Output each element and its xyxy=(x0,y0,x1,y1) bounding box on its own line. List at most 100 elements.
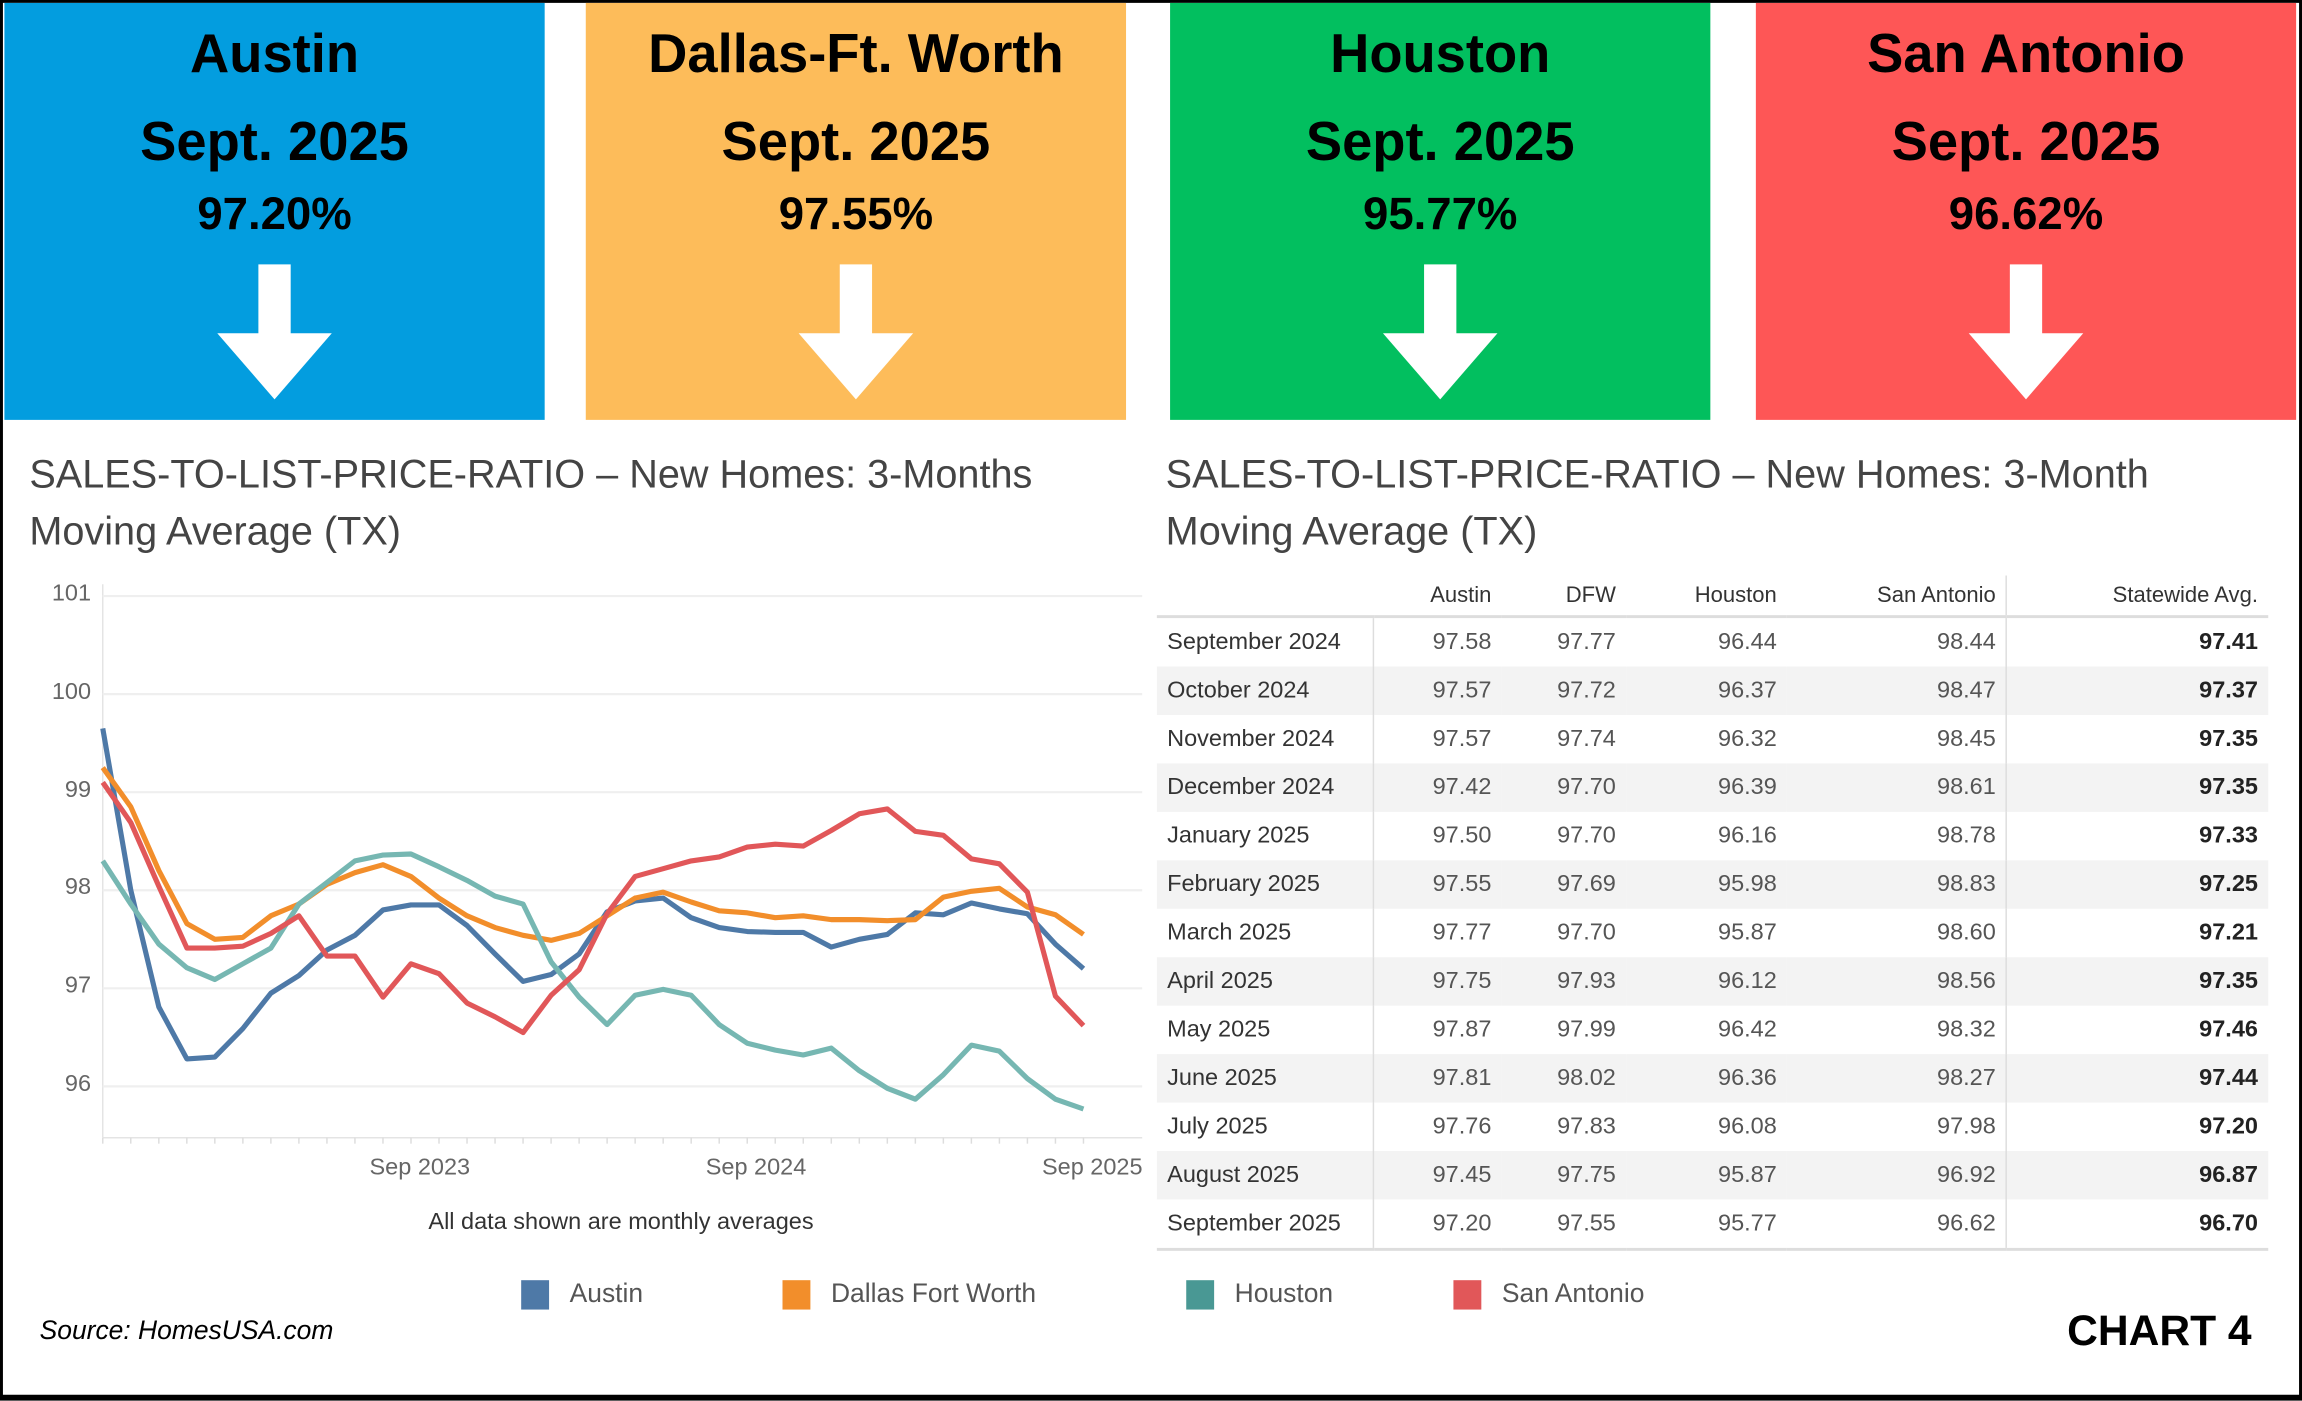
card-value: 96.62% xyxy=(1948,187,2104,240)
card-date: Sept. 2025 xyxy=(140,111,409,172)
table-row: June 2025 97.81 98.02 96.36 98.27 97.44 xyxy=(1156,1054,2269,1103)
table-cell: 96.36 xyxy=(1626,1054,1788,1103)
row-label: July 2025 xyxy=(1156,1102,1375,1151)
table-row: September 2024 97.58 97.77 96.44 98.44 97.41 xyxy=(1156,616,2269,667)
table-cell: 98.56 xyxy=(1787,957,2007,1006)
series-line-san-antonio xyxy=(100,780,1086,1036)
table-title: SALES-TO-LIST-PRICE-RATIO – New Homes: 3… xyxy=(1166,446,2149,561)
table-cell: 98.61 xyxy=(1787,763,2007,812)
table-cell: 97.42 xyxy=(1373,763,1502,812)
row-label: March 2025 xyxy=(1156,908,1375,958)
table-cell: 96.62 xyxy=(1787,1199,2007,1251)
table-cell: 98.44 xyxy=(1937,629,1996,655)
legend-swatch xyxy=(521,1279,550,1309)
x-tick-label: Sep 2023 xyxy=(369,1155,471,1181)
table-cell: 95.87 xyxy=(1626,1150,1788,1200)
y-tick-label: 97 xyxy=(64,973,92,999)
table-cell: 96.87 xyxy=(2006,1150,2269,1200)
table-row: May 2025 97.87 97.99 96.42 98.32 97.46 xyxy=(1156,1005,2269,1055)
table-cell: 97.76 xyxy=(1432,1113,1492,1139)
table-cell: 97.46 xyxy=(2006,1005,2269,1055)
column-header: Houston xyxy=(1626,575,1788,619)
table-cell: 96.39 xyxy=(1626,763,1788,812)
table-row: September 2025 97.20 97.55 95.77 96.62 96.70 xyxy=(1156,1199,2269,1251)
table-cell: 98.83 xyxy=(1787,860,2007,909)
card-date: Sept. 2025 xyxy=(1305,111,1575,172)
down-arrow-icon xyxy=(1967,264,2084,402)
card-city: Austin xyxy=(190,23,360,84)
source-credit: Source: HomesUSA.com xyxy=(39,1315,334,1345)
table-cell: 96.16 xyxy=(1718,822,1777,848)
table-cell: 97.35 xyxy=(2006,763,2269,812)
table-cell: 97.87 xyxy=(1432,1016,1492,1042)
column-header: Austin xyxy=(1373,575,1502,619)
city-card: Houston Sept. 2025 95.77% xyxy=(1170,2,1711,420)
chart-note: All data shown are monthly averages xyxy=(428,1209,814,1235)
column-header: San Antonio xyxy=(1787,575,2007,619)
legend-item: Austin xyxy=(521,1279,643,1310)
legend-item: Houston xyxy=(1186,1279,1333,1310)
chart-label: CHART 4 xyxy=(2067,1308,2252,1356)
table-row: November 2024 97.57 97.74 96.32 98.45 97.35 xyxy=(1156,714,2269,764)
chart-title-line-2: Moving Average (TX) xyxy=(29,509,401,554)
legend-item: San Antonio xyxy=(1453,1279,1644,1310)
y-tick-label: 101 xyxy=(51,581,92,607)
y-tick-label: 96 xyxy=(64,1071,92,1097)
row-label: August 2025 xyxy=(1156,1150,1375,1200)
table-cell: 97.44 xyxy=(2006,1054,2269,1103)
down-arrow-icon xyxy=(1381,264,1498,402)
card-value: 95.77% xyxy=(1363,187,1518,240)
table-cell: 97.70 xyxy=(1557,822,1616,848)
x-tick-label: Sep 2025 xyxy=(1041,1155,1143,1181)
card-value: 97.20% xyxy=(197,187,352,240)
table-cell: 97.20 xyxy=(2006,1102,2269,1151)
table-cell: 97.37 xyxy=(2006,666,2269,715)
legend-item: Dallas Fort Worth xyxy=(782,1279,1036,1310)
table-row: August 2025 97.45 97.75 95.87 96.92 96.87 xyxy=(1156,1150,2269,1200)
table-cell: 98.27 xyxy=(1787,1054,2007,1103)
series-line-dallas-fort-worth xyxy=(100,766,1085,943)
table-cell: 97.57 xyxy=(1373,666,1502,715)
table-cell: 96.37 xyxy=(1626,666,1788,715)
table-cell: 95.77 xyxy=(1626,1199,1788,1251)
table-row: December 2024 97.42 97.70 96.39 98.61 97.35 xyxy=(1156,763,2269,812)
table-cell: 98.45 xyxy=(1937,725,1996,751)
table-cell: 97.81 xyxy=(1373,1054,1502,1103)
row-label: November 2024 xyxy=(1156,714,1375,764)
city-card: San Antonio Sept. 2025 96.62% xyxy=(1755,2,2297,420)
y-tick-label: 99 xyxy=(64,777,92,803)
table-cell: 96.12 xyxy=(1626,957,1788,1006)
table-cell: 96.32 xyxy=(1718,725,1777,751)
table-cell: 98.32 xyxy=(1937,1016,1996,1042)
table-cell: 97.74 xyxy=(1557,725,1616,751)
table-cell: 95.87 xyxy=(1718,919,1777,945)
row-label: January 2025 xyxy=(1156,811,1375,861)
table-title-line-2: Moving Average (TX) xyxy=(1165,509,1538,554)
table-cell: 98.60 xyxy=(1937,919,1996,945)
column-header: Statewide Avg. xyxy=(2006,575,2269,619)
legend-label: Austin xyxy=(569,1278,644,1309)
table-cell: 97.35 xyxy=(2006,957,2269,1006)
table-cell: 97.77 xyxy=(1432,919,1492,945)
table-cell: 97.75 xyxy=(1373,957,1502,1006)
row-label: September 2024 xyxy=(1156,616,1375,667)
row-label: May 2025 xyxy=(1156,1005,1375,1055)
table-cell: 97.57 xyxy=(1432,725,1492,751)
table-cell: 97.55 xyxy=(1501,1199,1627,1251)
city-card: Dallas-Ft. Worth Sept. 2025 97.55% xyxy=(585,2,1127,420)
table-title-line-1: SALES-TO-LIST-PRICE-RATIO – New Homes: 3… xyxy=(1165,452,2149,497)
data-table: Austin DFW Houston San Antonio Statewide Avg… xyxy=(1156,575,2269,1251)
card-date: Sept. 2025 xyxy=(721,111,991,172)
table-row: February 2025 97.55 97.69 95.98 98.83 97.25 xyxy=(1156,860,2269,909)
table-cell: 96.92 xyxy=(1787,1150,2007,1200)
row-label: June 2025 xyxy=(1156,1054,1375,1103)
column-header: DFW xyxy=(1501,575,1627,619)
chart-title: SALES-TO-LIST-PRICE-RATIO – New Homes: 3… xyxy=(29,446,1032,561)
down-arrow-icon xyxy=(797,264,914,402)
row-label: February 2025 xyxy=(1156,860,1375,909)
table-cell: 98.02 xyxy=(1501,1054,1627,1103)
table-cell: 96.08 xyxy=(1718,1113,1777,1139)
row-label: December 2024 xyxy=(1156,763,1375,812)
